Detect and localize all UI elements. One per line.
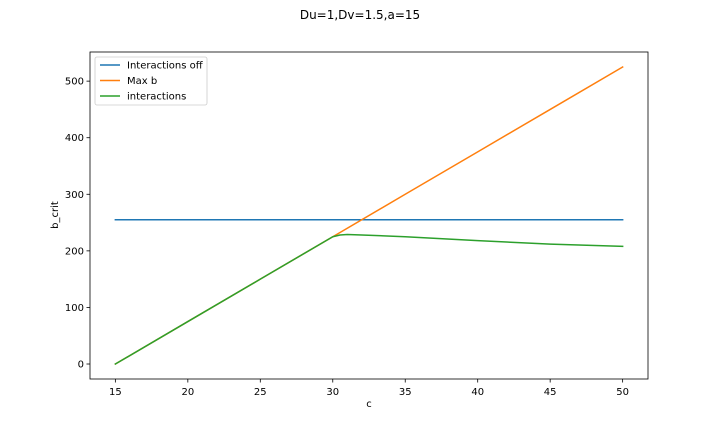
legend-box: [94, 56, 208, 106]
x-tick-label-5: 40: [471, 387, 484, 398]
legend-label-0: Interactions off: [127, 61, 204, 72]
series-layer: [114, 65, 624, 366]
x-axis: 15 20 25 30 35 40 45 50: [109, 379, 629, 398]
y-tick-label-0: 0: [78, 360, 84, 371]
y-axis-label: b_crit: [50, 201, 61, 229]
plot-frame: [89, 51, 649, 380]
legend-label-1: Max b: [127, 76, 157, 87]
x-tick-label-4: 35: [399, 387, 412, 398]
y-tick-label-1: 100: [65, 303, 84, 314]
x-tick-label-7: 50: [616, 387, 629, 398]
x-tick-label-1: 20: [181, 387, 194, 398]
y-tick-label-5: 500: [65, 77, 84, 88]
y-tick-label-2: 200: [65, 246, 84, 257]
y-tick-label-4: 400: [65, 133, 84, 144]
y-axis: 0 100 200 300 400 500: [65, 77, 90, 371]
series-line-2: [114, 233, 624, 366]
x-tick-label-3: 30: [326, 387, 339, 398]
chart-title: Du=1,Dv=1.5,a=15: [300, 8, 420, 22]
legend-label-2: interactions: [127, 92, 186, 103]
x-axis-label: c: [366, 399, 372, 410]
x-tick-label-6: 45: [544, 387, 557, 398]
x-tick-label-2: 25: [254, 387, 267, 398]
x-tick-label-0: 15: [109, 387, 122, 398]
y-tick-label-3: 300: [65, 190, 84, 201]
legend: Interactions off Max b interactions: [94, 56, 208, 106]
